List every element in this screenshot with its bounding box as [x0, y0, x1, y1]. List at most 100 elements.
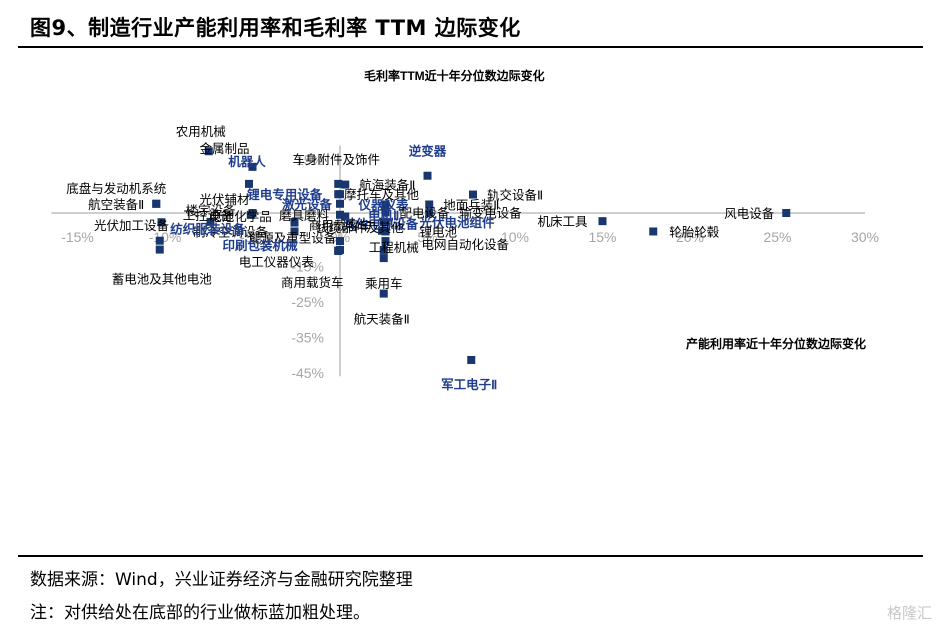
point-label: 蓄电池及其他电池 — [112, 273, 213, 287]
x-tick-label: -5% — [240, 229, 265, 245]
point-label: 轮胎轮毂 — [669, 225, 720, 239]
point-label: 航空装备Ⅱ — [88, 197, 144, 212]
tick-labels: -15% -10% -5% 0% 5% 10% 15% 20% 25% 30%15%-15%-25… — [61, 152, 879, 381]
data-point — [155, 236, 164, 245]
point-label: 制冷空调设备 — [193, 225, 269, 240]
point-label: 配电设备 — [400, 205, 451, 220]
y-tick-label: -45% — [291, 365, 324, 381]
data-point — [336, 210, 344, 219]
point-label: 仪器仪表 — [357, 197, 409, 212]
x-tick-label: 25% — [763, 229, 791, 245]
point-label: 电工仪器仪表 — [239, 256, 315, 270]
source-note: 数据来源：Wind，兴业证券经济与金融研究院整理 — [30, 570, 413, 590]
point-label: 轨交设备Ⅱ — [487, 188, 543, 203]
footnote: 注：对供给处在底部的行业做标蓝加粗处理。 — [30, 603, 370, 623]
point-label: 商用载客车 — [309, 218, 372, 233]
y-tick-label: -35% — [291, 329, 324, 345]
data-point — [381, 237, 390, 246]
point-label: 工控设备 — [183, 208, 234, 223]
point-label: 电机Ⅱ — [368, 208, 399, 223]
y-tick-label: 15% — [296, 152, 324, 168]
x-axis-label: 产能利用率近十年分位数边际变化 — [686, 336, 866, 351]
point-label: 输变电设备 — [459, 206, 522, 221]
point-label: 金属制品 — [199, 141, 249, 156]
point-label: 机器人 — [228, 154, 266, 169]
data-point — [206, 217, 215, 226]
point-label: 印刷包装机械 — [222, 238, 298, 253]
point-label: 车身附件及饰件 — [292, 152, 380, 167]
point-label: 电池化学品 — [209, 209, 272, 224]
point-label: 楼宇设备 — [185, 203, 236, 218]
point-label: 航天装备Ⅱ — [354, 312, 410, 327]
data-point — [379, 254, 388, 263]
data-point — [381, 217, 390, 226]
data-point — [336, 199, 344, 208]
point-label: 农用机械 — [176, 124, 227, 139]
data-point — [290, 227, 299, 236]
point-label: 光伏电池组件 — [419, 215, 496, 230]
x-tick-label: 20% — [676, 229, 704, 245]
data-point — [157, 218, 166, 227]
data-point — [204, 147, 213, 156]
x-tick-label: 0% — [330, 229, 350, 245]
chart-title: 图9、制造行业产能利用率和毛利率 TTM 边际变化 — [30, 16, 521, 40]
data-point — [379, 289, 388, 298]
data-point — [467, 355, 476, 364]
data-point — [336, 237, 344, 246]
point-label: 航海装备Ⅱ — [359, 178, 415, 193]
data-point — [334, 190, 343, 199]
point-label: 底盘与发动机系统 — [66, 181, 166, 196]
point-label: 机床工具 — [537, 215, 588, 229]
data-point — [334, 246, 343, 255]
point-label: 线缆部件及其他 — [316, 220, 404, 235]
point-label: 风电设备 — [724, 206, 775, 221]
data-point — [155, 245, 164, 254]
point-label: 军工电子Ⅱ — [441, 377, 497, 392]
data-point — [152, 199, 161, 208]
footer-rule — [18, 555, 923, 557]
point-label: 电网自动化设备 — [422, 237, 510, 252]
data-point — [425, 200, 434, 209]
data-point — [782, 209, 791, 217]
x-tick-label: -15% — [61, 229, 94, 245]
point-label: 其他电源设备 — [343, 217, 419, 232]
data-point — [248, 162, 257, 171]
title-rule — [18, 46, 923, 48]
data-point — [381, 200, 390, 209]
data-point — [379, 245, 388, 254]
data-point — [469, 190, 477, 199]
x-tick-label: 10% — [501, 229, 529, 245]
point-label: 工程机械 — [369, 240, 420, 255]
point-label: 锂电池 — [420, 224, 458, 239]
point-label: 商用载货车 — [281, 275, 344, 290]
point-label: 纺织服装设备 — [170, 222, 246, 237]
data-point — [381, 208, 390, 217]
point-label: 光伏加工设备 — [94, 218, 170, 233]
data-point — [423, 171, 432, 180]
data-point — [334, 179, 343, 188]
scatter-chart: -15% -10% -5% 0% 5% 10% 15% 20% 25% 30%15%-15%-25… — [51, 68, 879, 392]
x-tick-label: 30% — [851, 229, 879, 245]
point-label: 锂电专用设备 — [247, 187, 323, 202]
data-point — [598, 217, 607, 226]
point-label: 能源及重型设备 — [249, 230, 337, 245]
point-label: 乘用车 — [365, 276, 403, 291]
x-tick-label: 5% — [417, 229, 437, 245]
y-tick-label: -25% — [291, 294, 324, 310]
y-tick-label: -15% — [291, 258, 324, 274]
watermark: 格隆汇 — [886, 604, 932, 622]
data-point — [425, 208, 434, 217]
data-point — [381, 227, 390, 236]
data-point — [245, 179, 253, 188]
data-point — [290, 218, 299, 227]
point-label: 地面兵装Ⅱ — [443, 198, 499, 212]
data-point — [341, 180, 350, 189]
x-tick-label: 15% — [588, 229, 616, 245]
data-point — [341, 212, 350, 221]
point-label: 激光设备 — [282, 197, 333, 212]
points — [152, 147, 791, 364]
point-label: 逆变器 — [409, 144, 447, 159]
point-label: 摩托车及其他 — [344, 187, 420, 202]
data-point — [246, 210, 255, 219]
